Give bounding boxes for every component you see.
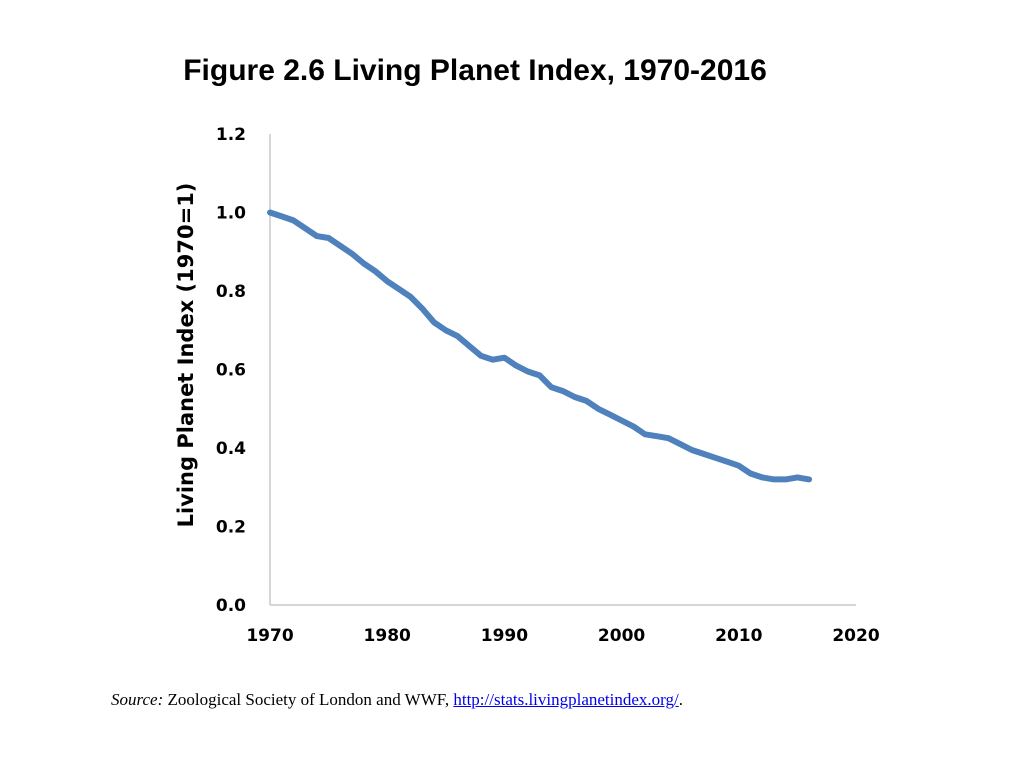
y-tick-label: 1.0	[216, 204, 246, 224]
x-tick-label: 1990	[481, 626, 528, 646]
y-tick-labels: 0.0 0.2 0.4 0.6 0.8 1.0 1.2	[216, 125, 246, 616]
x-tick-label: 2010	[715, 626, 762, 646]
y-tick-label: 0.8	[216, 282, 246, 302]
x-tick-label: 1970	[246, 626, 293, 646]
y-tick-label: 1.2	[216, 125, 246, 145]
source-text: Zoological Society of London and WWF,	[163, 690, 454, 709]
x-tick-label: 2020	[832, 626, 879, 646]
source-note: Source: Zoological Society of London and…	[111, 690, 683, 710]
source-end: .	[678, 690, 684, 709]
y-axis-label: Living Planet Index (1970=1)	[174, 183, 198, 528]
source-label: Source:	[111, 690, 164, 709]
series-line	[267, 209, 813, 483]
y-tick-label: 0.6	[216, 361, 246, 381]
chart-area: 0.0 0.2 0.4 0.6 0.8 1.0 1.2 1970 1980 1990 2000 20…	[174, 125, 880, 646]
y-tick-label: 0.0	[216, 596, 246, 616]
axes	[269, 134, 856, 606]
series-layer	[267, 209, 813, 483]
y-tick-label: 0.2	[216, 518, 246, 538]
x-tick-label: 1980	[364, 626, 411, 646]
source-link[interactable]: http://stats.livingplanetindex.org/	[453, 690, 679, 709]
y-tick-label: 0.4	[216, 439, 246, 459]
chart-title: Figure 2.6 Living Planet Index, 1970-201…	[183, 54, 767, 87]
x-tick-labels: 1970 1980 1990 2000 2010 2020	[246, 626, 879, 646]
x-tick-label: 2000	[598, 626, 645, 646]
